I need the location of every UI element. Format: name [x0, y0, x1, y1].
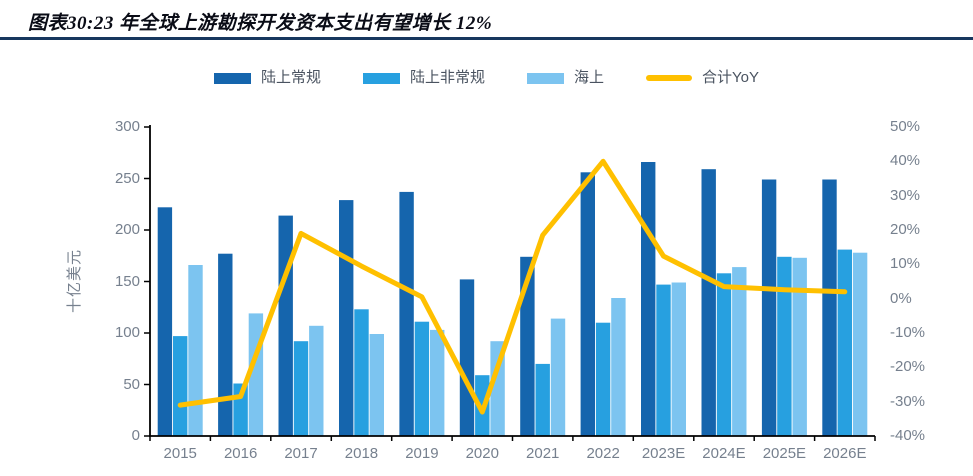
bar-2022-series1 [595, 322, 611, 436]
left-axis-tick-label: 50 [123, 375, 140, 393]
bar-2019-series2 [430, 329, 445, 436]
bar-2017-series2 [309, 325, 324, 436]
bar-2015-series0 [157, 207, 173, 436]
bar-2021-series2 [550, 318, 566, 436]
legend-label-onshore-unconventional: 陆上非常规 [410, 69, 486, 86]
x-axis-label: 2018 [344, 445, 379, 462]
bar-2021-series0 [520, 256, 535, 436]
bar-2018-series2 [369, 334, 384, 436]
bar-2022-series0 [580, 172, 595, 437]
legend-swatch-onshore-conventional [213, 72, 251, 84]
right-axis-tick-label: 30% [890, 186, 921, 204]
bar-2015-series2 [188, 265, 203, 436]
right-axis-tick-label: -40% [890, 427, 926, 444]
x-axis-label: 2017 [284, 445, 318, 462]
legend-label-total-yoy: 合计YoY [702, 69, 760, 86]
bar-2018-series0 [339, 200, 354, 436]
total-yoy-line [177, 158, 848, 415]
legend-item-onshore-conventional: 陆上常规 [213, 69, 321, 87]
bar-2025E-series2 [792, 257, 807, 436]
left-axis-tick-label: 150 [114, 272, 140, 290]
right-axis-tick-label: 50% [890, 118, 921, 135]
right-axis-tick-label: -30% [890, 392, 926, 410]
bar-2022-series2 [611, 298, 626, 436]
chart-legend: 陆上常规 陆上非常规 海上 合计YoY [0, 66, 973, 90]
bar-2017-series0 [278, 215, 293, 436]
bar-2017-series1 [293, 341, 309, 436]
x-axis-label: 2016 [223, 445, 258, 462]
x-axis-label: 2025E [762, 445, 807, 462]
bar-2023E-series0 [641, 162, 656, 436]
left-axis-title: 十亿美元 [66, 249, 83, 314]
x-axis-label: 2023E [641, 445, 686, 462]
x-axis-label: 2026E [823, 445, 867, 462]
left-axis-tick-label: 300 [114, 118, 140, 135]
x-axis-label: 2020 [465, 445, 499, 462]
bar-2025E-series1 [777, 256, 792, 436]
chart-title: 图表30:23 年全球上游勘探开发资本支出有望增长 12% [28, 13, 493, 34]
bar-2026E-series1 [837, 249, 852, 436]
legend-swatch-offshore [527, 72, 565, 84]
bar-2020-series2 [490, 341, 505, 436]
legend-label-offshore: 海上 [574, 69, 605, 86]
x-axis-label: 2021 [526, 445, 560, 462]
bar-2018-series1 [354, 309, 369, 436]
bar-2015-series1 [173, 336, 188, 436]
right-axis-tick-label: 40% [890, 152, 921, 170]
right-axis-tick-label: 10% [890, 255, 921, 273]
bar-2019-series0 [399, 191, 414, 436]
title-underline [0, 37, 973, 40]
x-axis-label: 2024E [702, 445, 746, 462]
right-axis-tick-label: -20% [890, 358, 926, 376]
bar-2016-series0 [218, 253, 233, 436]
bar-2019-series1 [414, 321, 430, 436]
bar-2024E-series1 [716, 273, 732, 436]
legend-swatch-total-yoy-line [646, 75, 693, 81]
right-axis-tick-label: 20% [890, 221, 921, 238]
bar-2020-series0 [459, 279, 475, 436]
legend-item-onshore-unconventional: 陆上非常规 [363, 69, 485, 87]
left-axis-tick-label: 250 [114, 169, 140, 187]
legend-label-onshore-conventional: 陆上常规 [260, 69, 321, 86]
bar-2023E-series1 [656, 284, 671, 436]
right-axis-tick-label: 0% [890, 289, 912, 307]
bar-2025E-series0 [761, 179, 777, 436]
left-axis-tick-label: 100 [114, 324, 140, 341]
bar-2026E-series2 [852, 252, 868, 436]
legend-item-offshore: 海上 [527, 69, 604, 87]
left-axis-tick-label: 0 [131, 427, 140, 444]
bar-2023E-series2 [671, 282, 686, 436]
left-axis-tick-label: 200 [114, 221, 140, 238]
bar-2024E-series0 [701, 169, 716, 436]
right-axis-tick-label: -10% [890, 324, 926, 341]
bar-2021-series1 [535, 363, 550, 436]
bar-2024E-series2 [732, 267, 747, 436]
x-axis-label: 2022 [586, 445, 620, 462]
legend-item-total-yoy: 合计YoY [646, 69, 759, 87]
bar-2026E-series0 [822, 179, 837, 436]
x-axis-label: 2015 [163, 445, 197, 462]
legend-swatch-onshore-unconventional [363, 72, 400, 84]
x-axis-label: 2019 [405, 445, 439, 462]
